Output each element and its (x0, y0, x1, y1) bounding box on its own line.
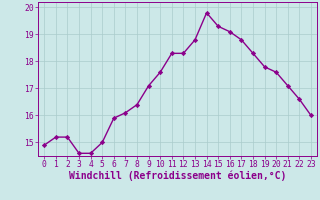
X-axis label: Windchill (Refroidissement éolien,°C): Windchill (Refroidissement éolien,°C) (69, 171, 286, 181)
